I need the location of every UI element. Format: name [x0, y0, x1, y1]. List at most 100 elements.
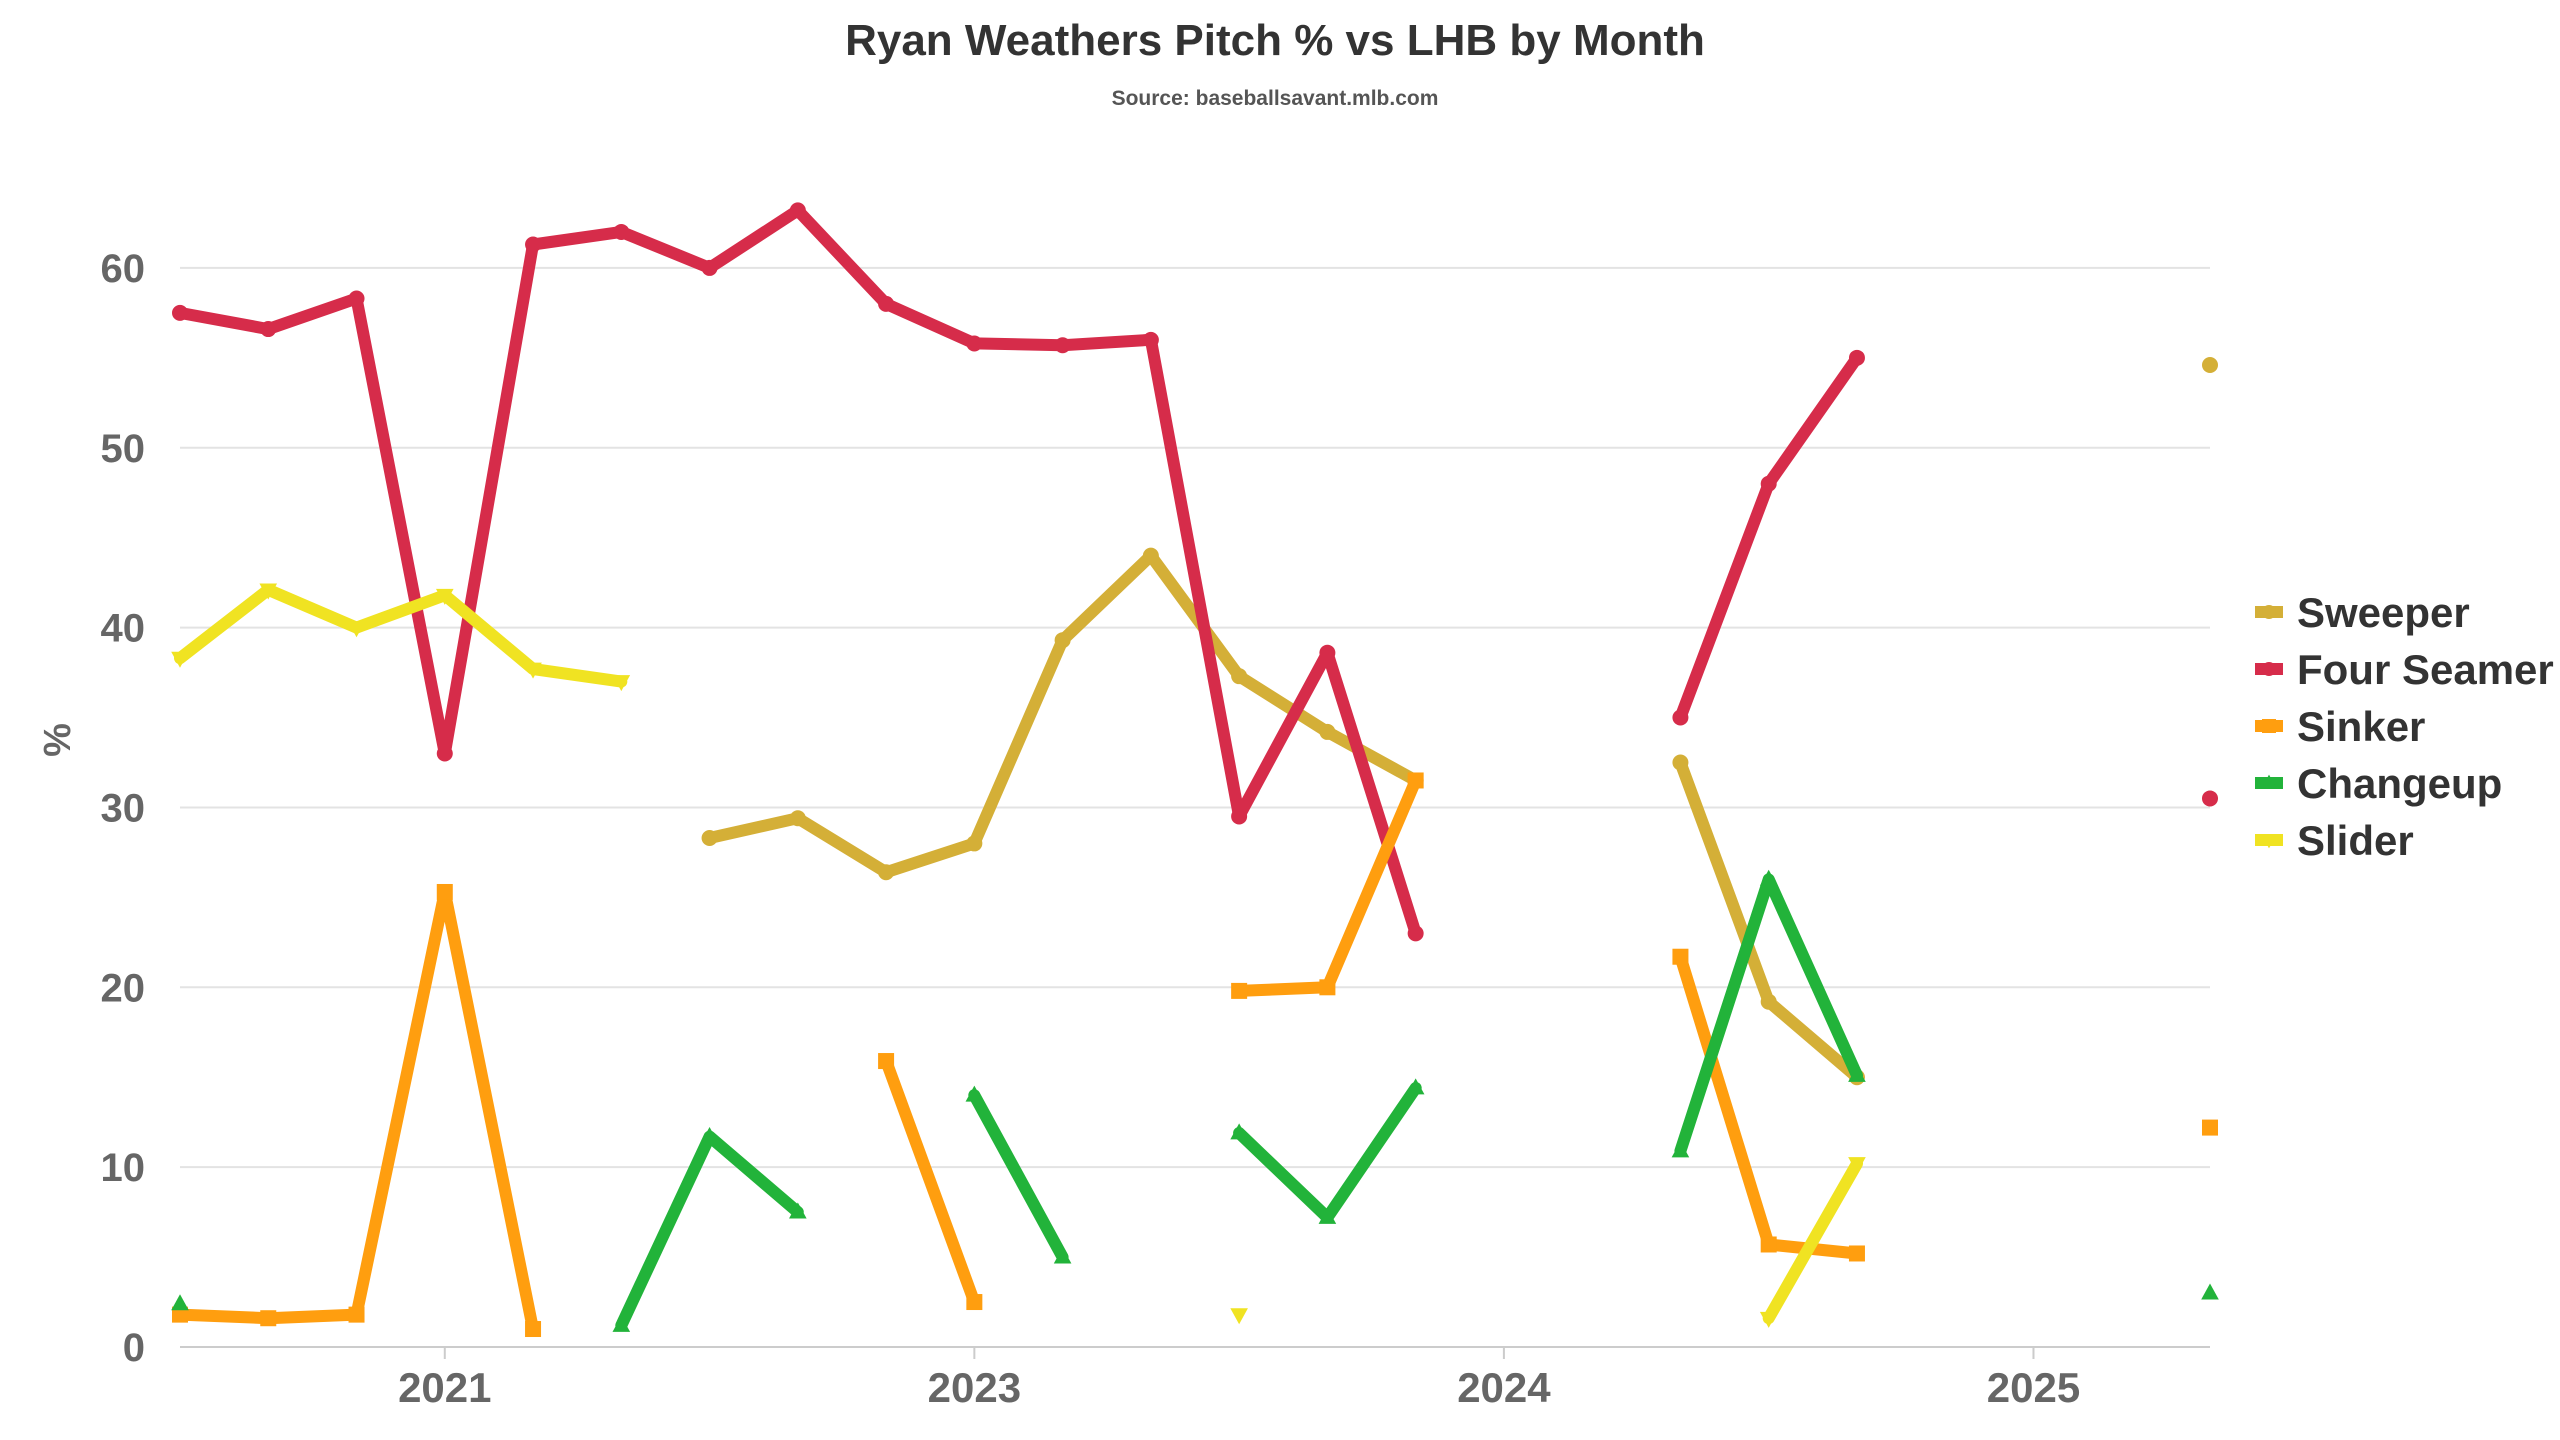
data-point-sweeper	[2202, 357, 2218, 374]
legend-label-changeup: Changeup	[2297, 760, 2502, 807]
data-point-four-seamer	[1407, 925, 1424, 942]
data-point-four-seamer	[878, 295, 895, 312]
data-point-sweeper	[1760, 993, 1777, 1010]
data-point-slider	[612, 675, 631, 692]
y-tick-label: 20	[101, 966, 146, 1010]
data-point-four-seamer	[1760, 475, 1777, 492]
data-point-changeup	[171, 1294, 189, 1311]
series-line-sinker	[174, 886, 539, 1335]
data-point-slider	[1230, 1308, 1248, 1325]
legend-item-changeup: Changeup	[2255, 760, 2502, 807]
data-point-changeup	[789, 1202, 807, 1219]
data-point-sweeper	[966, 835, 983, 852]
data-point-four-seamer	[172, 304, 188, 321]
data-point-sinker	[1319, 979, 1336, 996]
data-point-four-seamer	[260, 321, 277, 338]
y-tick-label: 60	[101, 247, 146, 291]
legend-marker-sinker	[2262, 719, 2276, 733]
data-point-slider	[347, 621, 366, 638]
data-point-slider	[524, 662, 542, 679]
y-tick-label: 10	[101, 1146, 146, 1190]
data-point-four-seamer	[1672, 709, 1689, 726]
series-line-four-seamer	[1674, 351, 1863, 724]
x-tick-label: 2024	[1457, 1364, 1551, 1411]
series-line-changeup	[615, 1130, 804, 1332]
data-point-sweeper	[1142, 547, 1159, 564]
data-point-sweeper	[1319, 723, 1336, 740]
y-axis-label: %	[37, 723, 79, 757]
series-sweeper	[701, 357, 2218, 1086]
y-tick-label: 50	[101, 427, 146, 471]
data-point-sinker	[1672, 948, 1689, 965]
data-point-changeup	[1759, 869, 1778, 886]
data-point-changeup	[1406, 1078, 1425, 1095]
series-slider	[171, 583, 1866, 1328]
series-sinker	[172, 772, 2218, 1338]
series-line-changeup	[968, 1089, 1069, 1264]
data-point-slider	[171, 651, 189, 668]
data-point-sweeper	[1054, 632, 1071, 649]
data-point-sweeper	[1672, 754, 1689, 771]
data-point-four-seamer	[613, 223, 630, 240]
legend-item-slider: Slider	[2255, 817, 2414, 864]
data-point-sweeper	[878, 864, 895, 881]
chart-title: Ryan Weathers Pitch % vs LHB by Month	[845, 16, 1705, 65]
data-point-sinker	[172, 1306, 188, 1323]
legend-marker-changeup	[2261, 774, 2277, 789]
data-point-four-seamer	[1054, 337, 1071, 354]
grid-layer	[180, 266, 2210, 1169]
series-line-slider	[174, 583, 628, 688]
data-point-sinker	[966, 1294, 983, 1311]
legend-label-four-seamer: Four Seamer	[2297, 646, 2554, 693]
data-point-four-seamer	[789, 202, 806, 219]
data-point-sweeper	[789, 810, 806, 827]
data-point-changeup	[1671, 1141, 1690, 1158]
data-point-sinker	[2202, 1119, 2218, 1136]
data-point-changeup	[1053, 1247, 1072, 1264]
data-point-slider	[435, 588, 454, 605]
series-four-seamer	[172, 202, 2218, 942]
data-point-four-seamer	[1319, 644, 1336, 661]
data-point-sinker	[1848, 1245, 1865, 1262]
data-point-slider	[259, 583, 278, 600]
y-tick-label: 40	[101, 607, 146, 651]
data-point-four-seamer	[1848, 349, 1865, 366]
data-point-sinker	[260, 1310, 277, 1327]
axis-layer: 0 10 20 30 40 50 60 2021 2023 2024 2025	[101, 247, 2210, 1411]
data-point-changeup	[612, 1315, 631, 1332]
data-point-sinker	[348, 1306, 365, 1323]
x-tick-label: 2023	[928, 1364, 1021, 1411]
data-point-changeup	[1230, 1123, 1248, 1140]
data-point-changeup	[1848, 1065, 1866, 1082]
data-point-sweeper	[701, 830, 718, 847]
data-point-four-seamer	[348, 290, 365, 307]
data-point-sinker	[1231, 982, 1248, 999]
data-point-four-seamer	[1231, 808, 1248, 825]
data-point-four-seamer	[525, 236, 542, 253]
legend-item-four-seamer: Four Seamer	[2255, 646, 2554, 693]
series-line-changeup	[1674, 873, 1863, 1157]
data-point-changeup	[965, 1085, 984, 1102]
legend-label-sweeper: Sweeper	[2297, 589, 2470, 636]
legend-marker-slider	[2261, 834, 2277, 849]
series-line-sweeper	[703, 549, 1422, 879]
series-layer	[171, 202, 2219, 1338]
data-point-sinker	[436, 883, 453, 900]
data-point-slider	[1759, 1311, 1778, 1328]
legend-item-sinker: Sinker	[2255, 703, 2425, 750]
data-point-changeup	[700, 1126, 719, 1143]
legend-label-sinker: Sinker	[2297, 703, 2425, 750]
y-tick-label: 30	[101, 786, 146, 830]
series-line-sinker	[1233, 774, 1422, 997]
data-point-changeup	[1318, 1207, 1337, 1224]
x-tick-label: 2025	[1987, 1364, 2080, 1411]
y-tick-label: 0	[123, 1326, 145, 1370]
chart-subtitle: Source: baseballsavant.mlb.com	[1112, 87, 1439, 110]
legend-marker-four-seamer	[2262, 662, 2276, 676]
data-point-sinker	[1407, 772, 1424, 789]
data-point-four-seamer	[701, 259, 718, 276]
series-line-slider	[1762, 1157, 1863, 1325]
data-point-sinker	[878, 1053, 895, 1070]
data-point-four-seamer	[2202, 790, 2218, 807]
